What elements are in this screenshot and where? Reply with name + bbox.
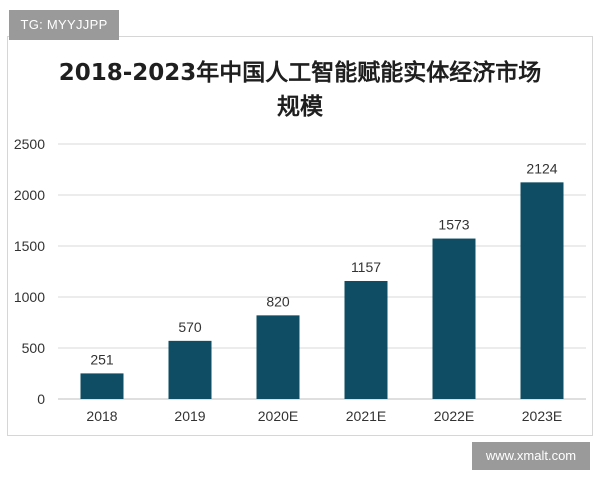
x-tick-label-2020E: 2020E <box>258 408 298 424</box>
data-label-2022E: 1573 <box>438 217 469 233</box>
data-label-2023E: 2124 <box>526 160 557 176</box>
grid-lines <box>58 143 586 400</box>
x-tick-label-2019: 2019 <box>174 408 205 424</box>
bar-2019 <box>168 340 212 399</box>
bar-2018 <box>80 373 124 399</box>
chart-frame <box>7 36 593 436</box>
y-tick-label: 2000 <box>14 187 45 203</box>
data-label-2020E: 820 <box>266 293 290 309</box>
chart-title-line-1: 2018-2023年中国人工智能赋能实体经济市场 <box>58 60 542 86</box>
x-tick-label-2023E: 2023E <box>522 408 562 424</box>
data-label-2021E: 1157 <box>351 259 381 275</box>
data-label-2019: 570 <box>178 319 202 335</box>
x-tick-labels: 2018 2019 2020E 2021E 2022E 2023E <box>86 408 562 424</box>
bar-2022E <box>432 238 476 399</box>
x-tick-label-2021E: 2021E <box>346 408 386 424</box>
y-tick-labels: 0 500 1000 1500 2000 2500 <box>14 136 45 407</box>
chart-title: 2018-2023年中国人工智能赋能实体经济市场 规模 <box>0 56 600 124</box>
data-labels: 251 570 820 1157 1573 2124 <box>90 160 557 367</box>
bar-2023E <box>520 182 564 399</box>
tag-watermark: TG: MYYJJPP <box>9 10 119 40</box>
y-tick-label: 2500 <box>14 136 45 152</box>
bars <box>80 182 564 399</box>
site-watermark: www.xmalt.com <box>472 442 590 470</box>
x-tick-label-2022E: 2022E <box>434 408 474 424</box>
y-tick-label: 1500 <box>14 238 45 254</box>
data-label-2018: 251 <box>90 351 114 367</box>
bar-2021E <box>344 280 388 399</box>
y-tick-label: 500 <box>22 340 46 356</box>
y-tick-label: 1000 <box>14 289 45 305</box>
x-tick-label-2018: 2018 <box>86 408 117 424</box>
chart-title-line-2: 规模 <box>277 94 323 120</box>
bar-2020E <box>256 315 300 399</box>
y-tick-label: 0 <box>37 391 45 407</box>
